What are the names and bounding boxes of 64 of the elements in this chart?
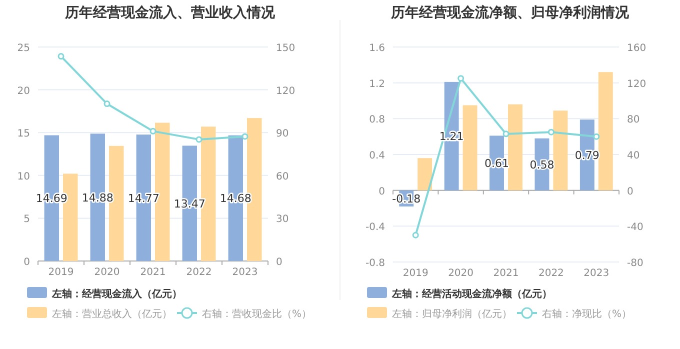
legend-label: 左轴：经营活动现金流净额（亿元） <box>391 288 552 300</box>
point <box>458 75 464 82</box>
x-tick-label: 2022 <box>186 267 212 278</box>
y2-tick-label: 150 <box>276 43 296 54</box>
x-tick-label: 2020 <box>94 267 120 278</box>
data-label: 14.69 <box>36 192 68 206</box>
x-tick-label: 2021 <box>493 268 519 279</box>
y-tick-label: 15 <box>17 128 30 140</box>
y-tick-label: -0.4 <box>365 222 385 234</box>
y2-tick-label: 40 <box>627 150 640 162</box>
bar <box>418 158 432 190</box>
legend-label: 左轴：归母净利润（亿元） <box>392 308 512 320</box>
y-tick-label: -0.8 <box>365 258 385 269</box>
point <box>548 128 554 136</box>
y-tick-label: 20 <box>17 86 30 97</box>
point <box>412 232 419 238</box>
point <box>58 53 64 60</box>
y2-tick-label: 0 <box>276 257 282 268</box>
y-tick-label: 0.8 <box>369 114 385 126</box>
x-tick-label: 2019 <box>402 268 428 279</box>
legend-label: 左轴：经营现金流入（亿元） <box>51 288 182 300</box>
bar <box>508 104 522 190</box>
y2-tick-label: -80 <box>627 258 644 269</box>
y-tick-label: 0.4 <box>369 150 385 162</box>
chart-title: 历年经营现金流净额、归母净利润情况 <box>390 4 630 21</box>
legend-label: 左轴：营业总收入（亿元） <box>52 308 172 320</box>
bar <box>553 110 568 190</box>
y-tick-label: 25 <box>17 43 30 54</box>
point <box>150 128 156 134</box>
y-tick-label: 0 <box>378 186 385 198</box>
y-tick-label: 1.6 <box>369 43 385 54</box>
x-tick-label: 2023 <box>232 267 258 278</box>
y2-tick-label: 120 <box>276 86 296 97</box>
chart-title: 历年经营现金流入、营业收入情况 <box>64 4 276 21</box>
y2-tick-label: -40 <box>627 222 644 234</box>
bar <box>462 105 478 190</box>
y-tick-label: 10 <box>17 171 30 182</box>
y-tick-label: 1.2 <box>369 78 385 90</box>
y2-tick-label: 60 <box>276 171 289 182</box>
x-tick-label: 2021 <box>140 267 166 278</box>
bar <box>598 72 613 190</box>
y2-tick-label: 0 <box>627 186 634 198</box>
point <box>242 133 248 140</box>
point <box>593 133 600 140</box>
x-tick-label: 2023 <box>584 268 610 279</box>
legend-label: 右轴：营收现金比（%） <box>202 308 312 320</box>
data-label: 14.68 <box>220 192 252 206</box>
legend-label: 右轴：净现比（%） <box>542 308 632 320</box>
data-label: 14.88 <box>82 191 114 204</box>
y2-tick-label: 90 <box>276 128 289 140</box>
x-tick-label: 2019 <box>48 267 74 278</box>
point <box>196 136 202 143</box>
data-label: 14.77 <box>128 192 160 205</box>
point <box>502 130 510 138</box>
y-tick-label: 5 <box>24 214 30 226</box>
y2-tick-label: 120 <box>627 78 646 90</box>
point <box>104 100 110 108</box>
x-tick-label: 2020 <box>448 268 474 279</box>
y2-tick-label: 160 <box>627 43 646 54</box>
y2-tick-label: 80 <box>627 114 640 126</box>
data-label: 13.47 <box>174 197 206 210</box>
y-tick-label: 0 <box>24 257 30 268</box>
y2-tick-label: 30 <box>276 214 289 226</box>
x-tick-label: 2022 <box>538 268 564 279</box>
